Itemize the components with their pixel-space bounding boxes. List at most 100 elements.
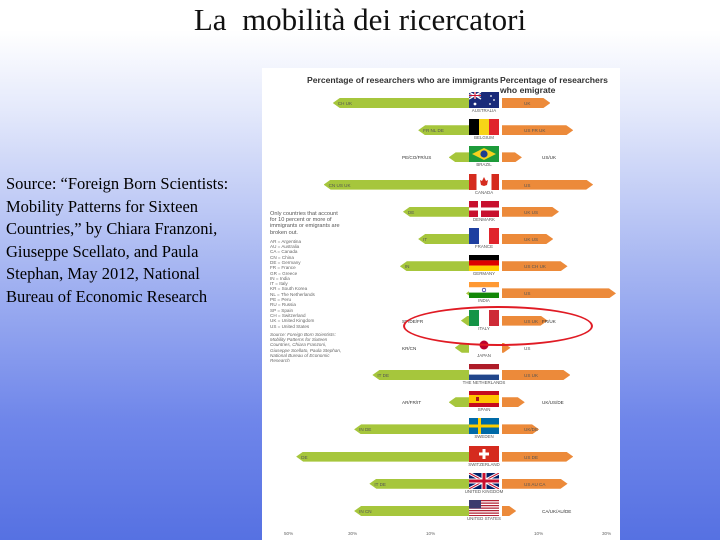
country-row: SWEDEN IN DE UK/DE xyxy=(262,418,620,440)
emigrant-bar xyxy=(502,125,573,135)
immigrant-bar xyxy=(372,370,470,380)
country-name: UNITED STATES xyxy=(467,516,501,521)
france-flag-icon xyxy=(469,228,499,244)
country-name: SWEDEN xyxy=(474,434,494,440)
legend-code: CN = China xyxy=(270,254,294,260)
header-immigrants: Percentage of researchers who are immigr… xyxy=(307,75,499,85)
switzerland-flag-icon xyxy=(469,445,499,462)
legend-code: IN = India xyxy=(270,275,290,281)
uk-flag-icon xyxy=(469,472,499,489)
country-name: THE NETHERLANDS xyxy=(462,380,506,385)
legend-code: AR = Argentina xyxy=(270,238,302,244)
legend-code: CH = Switzerland xyxy=(270,312,306,318)
legend-code: NL = The Netherlands xyxy=(270,291,315,297)
country-row: GERMANY IN US CH UK xyxy=(262,255,620,277)
country-row: UNITED STATES IN CN CA/UK/AU/DE xyxy=(262,500,620,522)
belgium-flag-icon xyxy=(469,119,499,136)
immigrant-source-codes: DE xyxy=(301,454,308,460)
immigrant-source-codes: IN DE xyxy=(359,427,372,433)
immigrant-source-codes: IT DE xyxy=(377,373,390,378)
canada-flag-icon xyxy=(469,173,499,190)
immigrant-bar xyxy=(354,424,470,435)
emigrant-destination-codes: US DE xyxy=(524,454,539,460)
country-name: DENMARK xyxy=(473,216,495,222)
immigrant-bar xyxy=(466,288,470,299)
germany-flag-icon xyxy=(469,255,499,272)
emigrant-destination-codes: US FR UK xyxy=(524,128,546,134)
emigrant-destination-codes: UK US xyxy=(524,237,539,242)
emigrant-bar xyxy=(502,288,616,298)
emigrant-destination-codes: US AU CA xyxy=(524,481,546,487)
immigrant-source-codes: DE xyxy=(407,209,415,215)
country-row: SPAIN AR/FR/IT UK/US/DE xyxy=(262,391,620,413)
emigrant-bar xyxy=(502,343,511,353)
emigrant-bar xyxy=(502,397,525,407)
emigrant-bar xyxy=(502,370,570,380)
immigrant-bar xyxy=(296,451,470,462)
emigrant-bar xyxy=(502,424,539,434)
netherlands-flag-icon xyxy=(469,364,499,380)
country-row: DENMARK DE UK US xyxy=(262,200,620,223)
emigrant-bar xyxy=(502,479,568,489)
immigrant-bar xyxy=(454,342,470,353)
axis-tick: 50% xyxy=(284,531,294,536)
axis-tick: 10% xyxy=(426,531,436,536)
sweden-flag-icon xyxy=(469,418,499,435)
immigrant-source-codes: IN CN xyxy=(359,509,372,514)
emigrant-destination-codes: UK US xyxy=(524,209,539,215)
country-name: BRAZIL xyxy=(476,162,492,168)
country-name: BELGIUM xyxy=(474,135,494,141)
emigrant-destination-codes: US xyxy=(524,182,531,188)
axis-tick: 30% xyxy=(348,531,358,536)
immigrant-source-codes: IT DE xyxy=(374,481,387,487)
emigrant-destination-codes: US CH UK xyxy=(524,264,546,270)
australia-flag-icon xyxy=(469,92,499,108)
legend-code: PE = Peru xyxy=(270,297,292,303)
brazil-flag-icon xyxy=(469,146,499,163)
denmark-flag-icon xyxy=(469,200,499,217)
legend-code: CA = Canada xyxy=(270,249,298,255)
legend-code: GR = Greece xyxy=(270,270,298,276)
emigrant-destination-codes: US UK xyxy=(524,373,539,378)
india-flag-icon xyxy=(469,282,499,299)
country-name: SPAIN xyxy=(477,407,491,413)
country-row: CANADA CN US UK US xyxy=(262,173,620,196)
legend-code: IT = Italy xyxy=(270,281,288,287)
legend-head: Only countries that account for 10 perce… xyxy=(270,211,340,236)
immigrant-source-codes: CH UK xyxy=(337,101,353,106)
country-row: SWITZERLAND DE US DE xyxy=(262,445,620,468)
emigrant-bar xyxy=(502,261,568,271)
us-flag-icon xyxy=(469,500,499,516)
legend-code: AU = Australia xyxy=(270,244,300,250)
emigrant-destination-codes: US xyxy=(524,291,531,297)
country-name: GERMANY xyxy=(472,271,496,277)
country-row: BELGIUM FR NL DE US FR UK xyxy=(262,119,620,141)
emigrant-bar xyxy=(502,152,522,162)
immigrant-shares-label: AR/FR/IT xyxy=(402,400,422,406)
immigrant-bar xyxy=(418,234,470,244)
emigrant-destination-codes: US xyxy=(524,345,531,351)
country-name: JAPAN xyxy=(477,352,491,358)
emigrant-shares-label: CA/UK/AU/DE xyxy=(542,509,572,514)
country-row: AUSTRALIA CH UK UK xyxy=(262,92,620,114)
immigrant-bar xyxy=(323,179,470,190)
immigrant-source-codes: CN US UK xyxy=(328,182,351,188)
immigrant-source-codes: FR NL DE xyxy=(423,128,444,134)
immigrant-bar xyxy=(448,152,470,163)
legend-note: Source: Foreign Born Scientists: Mobilit… xyxy=(270,331,342,364)
immigrant-shares-label: KR/CN xyxy=(402,345,417,351)
emigrant-bar xyxy=(502,180,593,190)
source-citation: Source: “Foreign Born Scientists: Mobili… xyxy=(6,174,229,306)
slide-title: La mobilità dei ricercatori xyxy=(193,2,527,37)
immigrant-bar xyxy=(369,478,470,489)
country-row: UNITED KINGDOM IT DE US AU CA xyxy=(262,472,620,495)
emigrant-shares-label: UK/US/DE xyxy=(542,400,564,406)
emigrant-bar xyxy=(502,452,573,462)
legend-code: US = United States xyxy=(270,323,310,329)
country-row: INDIA US xyxy=(262,282,620,304)
country-row: BRAZIL PE/CO/FR/US US/UK xyxy=(262,146,620,168)
mobility-figure: Percentage of researchers who are immigr… xyxy=(262,68,620,540)
legend-code: UK = United Kingdom xyxy=(270,318,315,324)
legend-code: DE = Germany xyxy=(270,260,301,265)
immigrant-bar xyxy=(399,261,470,272)
